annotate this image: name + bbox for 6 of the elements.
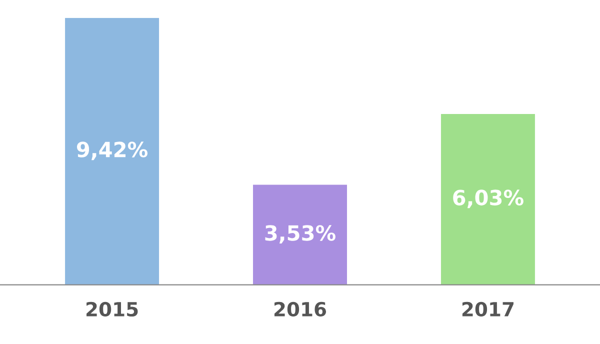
data-label: 9,42%	[76, 142, 148, 160]
data-label: 6,03%	[453, 190, 524, 208]
x-tick-label: 2016	[274, 302, 326, 317]
x-tick-label: 2015	[86, 302, 138, 317]
data-label: 3,53%	[265, 225, 336, 244]
x-tick-label: 2017	[462, 302, 514, 317]
